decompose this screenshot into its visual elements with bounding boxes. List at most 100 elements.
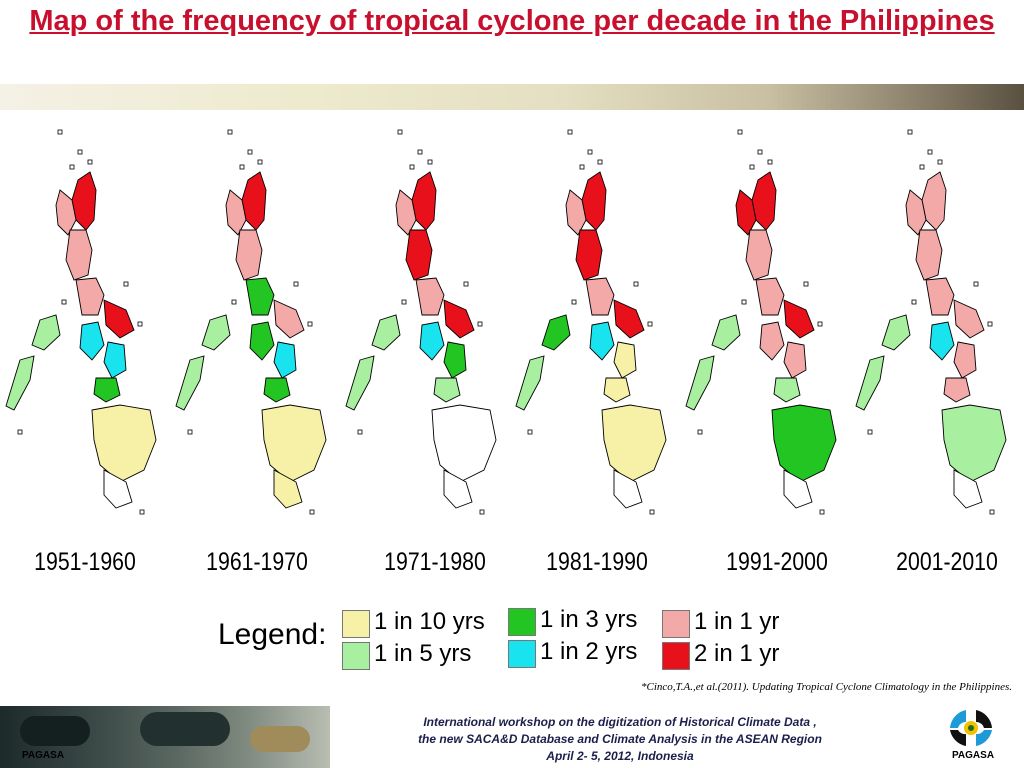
province-region [929, 321, 955, 361]
islet [479, 509, 485, 515]
islet [123, 281, 129, 287]
province-region [443, 299, 475, 339]
province-region [515, 355, 545, 411]
islet [567, 129, 573, 135]
province-region [31, 314, 61, 351]
islet [227, 129, 233, 135]
province-region [263, 377, 291, 403]
province-region [201, 314, 231, 351]
province-region [941, 404, 1007, 483]
islet [911, 299, 917, 305]
province-region [759, 321, 785, 361]
province-region [261, 404, 327, 483]
province-region [613, 341, 637, 379]
province-region [345, 355, 375, 411]
islet [749, 164, 755, 170]
province-region [613, 469, 643, 509]
islet [647, 321, 653, 327]
province-region [65, 229, 93, 281]
province-region [585, 277, 615, 316]
province-region [735, 189, 757, 236]
islet [427, 159, 433, 165]
islet [77, 149, 83, 155]
islet [61, 299, 67, 305]
province-region [245, 277, 275, 316]
islet [417, 149, 423, 155]
province-region [943, 377, 971, 403]
islet [633, 281, 639, 287]
province-region [395, 189, 417, 236]
province-region [541, 314, 571, 351]
map-decade-2 [175, 129, 327, 515]
province-region [273, 469, 303, 509]
map-decade-5 [685, 129, 837, 515]
province-region [405, 229, 433, 281]
province-region [855, 355, 885, 411]
legend-swatch [342, 610, 370, 638]
province-region [915, 229, 943, 281]
decade-maps [0, 110, 1024, 540]
islet [309, 509, 315, 515]
islet [477, 321, 483, 327]
islet [927, 149, 933, 155]
province-region [953, 341, 977, 379]
province-region [75, 277, 105, 316]
province-region [433, 377, 461, 403]
province-region [589, 321, 615, 361]
islet [397, 129, 403, 135]
islet [87, 159, 93, 165]
province-region [419, 321, 445, 361]
islet [919, 164, 925, 170]
province-region [235, 229, 263, 281]
workshop-line-1: International workshop on the digitizati… [423, 715, 817, 729]
province-region [103, 299, 135, 339]
legend-swatch [342, 642, 370, 670]
islet [973, 281, 979, 287]
islet [737, 129, 743, 135]
period-label: 2001-2010 [896, 548, 998, 576]
province-region [783, 341, 807, 379]
province-region [565, 189, 587, 236]
province-region [175, 355, 205, 411]
islet [231, 299, 237, 305]
map-decade-3 [345, 129, 497, 515]
islet [307, 321, 313, 327]
islet [571, 299, 577, 305]
footer-bar: PAGASA International workshop on the dig… [0, 706, 1024, 768]
province-region [79, 321, 105, 361]
islet [587, 149, 593, 155]
province-region [745, 229, 773, 281]
islet [187, 429, 193, 435]
islet [649, 509, 655, 515]
period-label: 1981-1990 [546, 548, 648, 576]
islet [817, 321, 823, 327]
map-decade-1 [5, 129, 157, 515]
legend-heading: Legend: [218, 618, 327, 651]
province-region [103, 469, 133, 509]
province-region [711, 314, 741, 351]
province-region [755, 277, 785, 316]
legend-label: 1 in 2 yrs [540, 638, 638, 665]
province-region [443, 341, 467, 379]
period-label: 1961-1970 [206, 548, 308, 576]
islet [803, 281, 809, 287]
province-region [925, 277, 955, 316]
slide-title: Map of the frequency of tropical cyclone… [29, 5, 995, 37]
citation: *Cinco,T.A.,et al.(2011). Updating Tropi… [640, 681, 1012, 693]
workshop-line-3: April 2- 5, 2012, Indonesia [546, 749, 694, 763]
islet [907, 129, 913, 135]
legend-swatch [508, 640, 536, 668]
province-region [431, 404, 497, 483]
islet [697, 429, 703, 435]
province-region [249, 321, 275, 361]
province-region [443, 469, 473, 509]
period-label: 1951-1960 [34, 548, 136, 576]
province-region [783, 469, 813, 509]
legend-label: 1 in 1 yr [694, 608, 780, 635]
province-region [771, 404, 837, 483]
islet [527, 429, 533, 435]
islet [579, 164, 585, 170]
org-label-right: PAGASA [952, 750, 995, 761]
islet [137, 321, 143, 327]
islet [57, 129, 63, 135]
